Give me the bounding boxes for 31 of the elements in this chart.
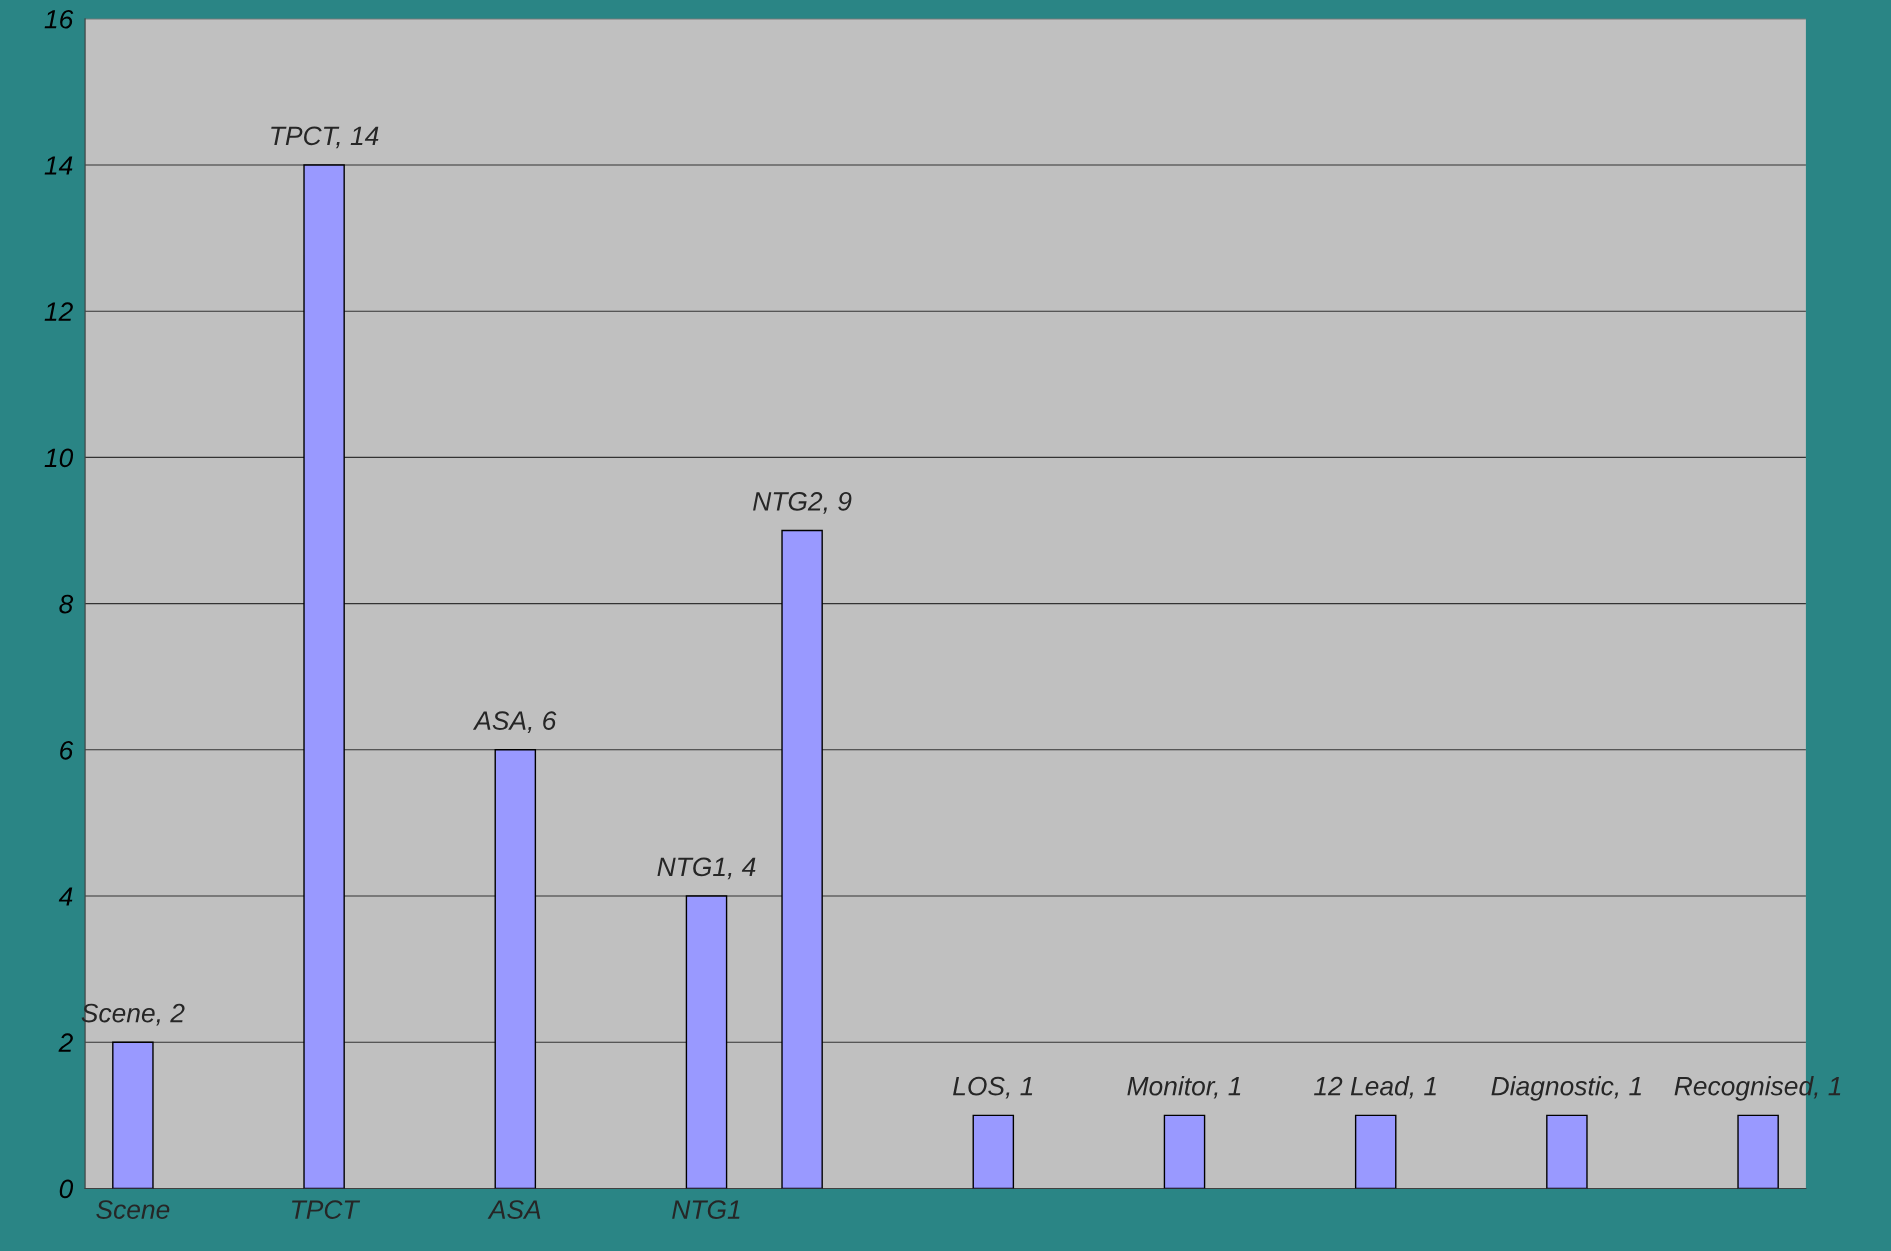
data-label: ASA, 6 — [472, 711, 557, 734]
x-tick-label: Scene — [96, 1200, 170, 1219]
y-tick-label: 10 — [44, 448, 74, 468]
data-label: Monitor, 1 — [1127, 1076, 1241, 1099]
y-tick-label: 6 — [60, 740, 74, 760]
bar — [1354, 1114, 1397, 1189]
x-tick-label: TPCT — [292, 1200, 361, 1219]
bar — [972, 1114, 1015, 1189]
data-label: Diagnostic, 1 — [1491, 1076, 1641, 1101]
y-tick-label: 0 — [59, 1179, 74, 1199]
bar — [494, 749, 537, 1189]
y-tick-label: 14 — [44, 156, 73, 175]
y-tick-label: 2 — [58, 1033, 73, 1052]
data-label: NTG2, 9 — [753, 491, 852, 514]
y-tick-label: 16 — [44, 9, 74, 29]
data-label: LOS, 1 — [953, 1076, 1033, 1099]
y-tick-label: 4 — [58, 887, 73, 906]
bar — [1546, 1114, 1588, 1189]
data-label: TPCT, 14 — [271, 126, 379, 149]
data-label: NTG1, 4 — [657, 857, 756, 880]
bar — [781, 529, 823, 1189]
bar — [303, 164, 345, 1189]
bar — [112, 1041, 154, 1189]
bar — [685, 895, 728, 1189]
data-label: 12 Lead, 1 — [1314, 1076, 1436, 1099]
y-tick-label: 8 — [59, 594, 74, 614]
bar — [1737, 1114, 1779, 1189]
x-tick-label: ASA — [487, 1200, 541, 1219]
y-tick-label: 12 — [44, 302, 73, 321]
bar — [1163, 1114, 1206, 1189]
x-tick-label: NTG1 — [672, 1200, 740, 1219]
